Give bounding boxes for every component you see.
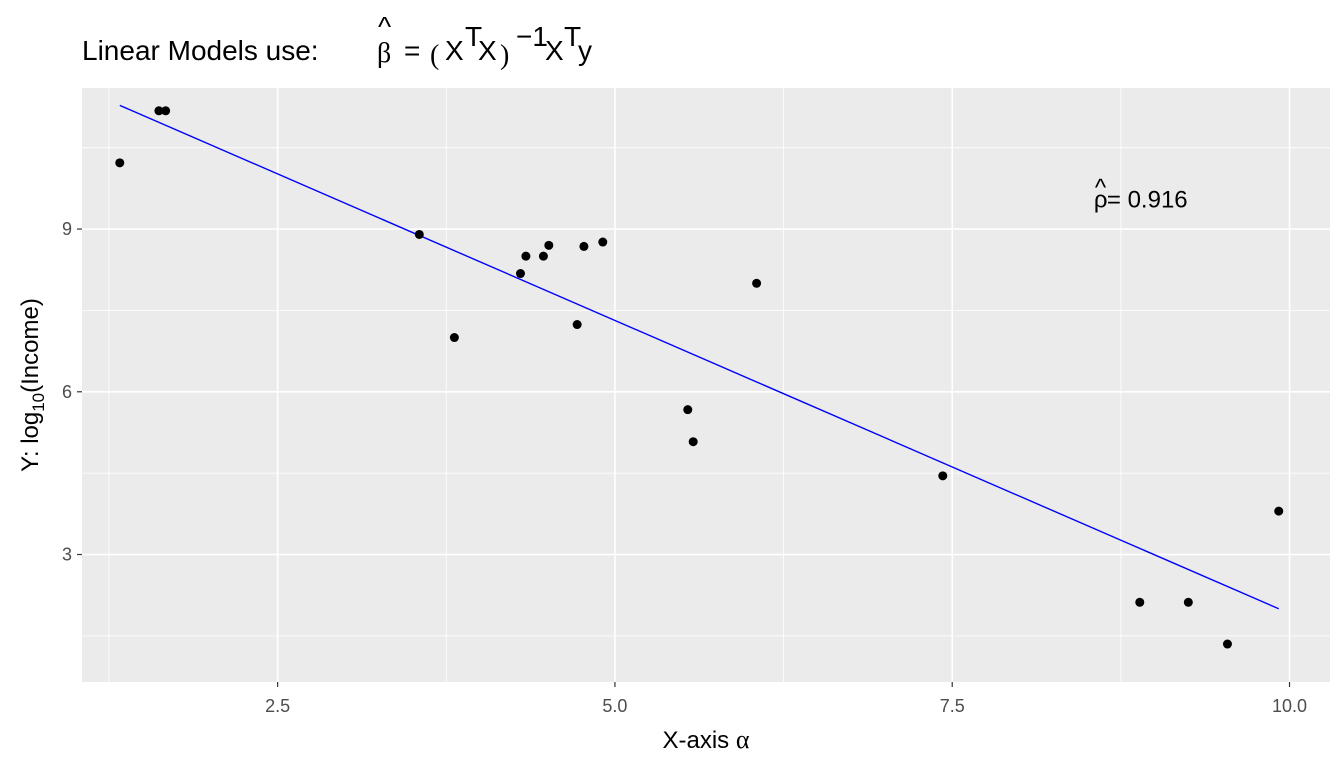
data-point (515, 269, 525, 279)
svg-text:T: T (564, 21, 581, 52)
y-axis-title-suffix: (Income) (17, 298, 44, 393)
svg-text:X: X (445, 35, 464, 66)
data-point (938, 471, 948, 481)
y-tick-label: 9 (62, 219, 72, 239)
svg-text:T: T (465, 21, 482, 52)
svg-text:^: ^ (378, 11, 391, 42)
svg-text:ρ: ρ (1094, 186, 1108, 213)
y-tick-label: 6 (62, 382, 72, 402)
svg-text:−1: −1 (516, 21, 548, 52)
svg-text:X: X (478, 35, 497, 66)
data-point (1274, 506, 1284, 516)
data-point (449, 333, 459, 343)
y-axis-ticks: 3 6 9 (62, 219, 82, 565)
x-tick-label: 10.0 (1272, 696, 1307, 716)
y-axis-title: Y: log10(Income) (17, 298, 48, 472)
svg-text:β: β (377, 38, 391, 69)
annotation-rho: ρ (1094, 186, 1108, 213)
plot-panel (82, 88, 1330, 682)
title-beta-hat: ^ (378, 11, 391, 42)
x-axis-title-text: X-axis (663, 727, 736, 754)
svg-text:= 0.916: = 0.916 (1107, 186, 1188, 213)
data-point (1183, 597, 1193, 607)
data-point (752, 278, 762, 288)
title-prefix: Linear Models use: (82, 35, 319, 66)
svg-text:(: ( (430, 40, 439, 71)
minor-gridlines (82, 88, 1330, 682)
title-minus-one: −1 (516, 21, 548, 52)
x-axis-title: X-axis α (663, 725, 750, 754)
x-axis-title-alpha: α (736, 725, 750, 754)
svg-text:y: y (578, 35, 592, 66)
title-lparen: ( (430, 40, 439, 71)
svg-text:Linear Models use:: Linear Models use: (82, 35, 319, 66)
data-point (572, 320, 582, 330)
chart-title: Linear Models use: β ^ = ( X T X ) −1 X … (82, 11, 592, 71)
y-axis-title-prefix: Y: log (17, 412, 44, 472)
data-point (154, 106, 164, 116)
annotation-value: = 0.916 (1107, 186, 1188, 213)
data-point (683, 405, 693, 415)
data-point (1135, 597, 1145, 607)
title-t1: T (465, 21, 482, 52)
x-tick-label: 7.5 (940, 696, 965, 716)
data-point (579, 241, 589, 251)
svg-text:): ) (500, 40, 509, 71)
major-gridlines (82, 88, 1330, 682)
data-point (521, 251, 531, 261)
title-t2: T (564, 21, 581, 52)
data-point (115, 158, 125, 168)
data-point (544, 240, 554, 250)
x-tick-label: 2.5 (265, 696, 290, 716)
data-point (414, 229, 424, 239)
data-point (1222, 639, 1232, 649)
correlation-annotation: ρ ^ = 0.916 (1094, 174, 1188, 213)
svg-text:=: = (404, 35, 420, 66)
data-point (538, 251, 548, 261)
x-tick-label: 5.0 (602, 696, 627, 716)
title-equals: = (404, 35, 420, 66)
data-point (598, 237, 608, 247)
x-axis-ticks: 2.5 5.0 7.5 10.0 (265, 682, 1307, 716)
svg-text:X: X (545, 35, 564, 66)
title-beta: β (377, 38, 391, 69)
y-axis-title-sub: 10 (29, 393, 48, 412)
data-points (115, 106, 1284, 649)
title-x3: X (545, 35, 564, 66)
y-tick-label: 3 (62, 545, 72, 565)
data-point (161, 106, 171, 116)
title-y: y (578, 35, 592, 66)
regression-line (119, 104, 1280, 610)
annotation-rho-hat: ^ (1095, 174, 1107, 201)
title-rparen: ) (500, 40, 509, 71)
data-point (688, 437, 698, 447)
title-x2: X (478, 35, 497, 66)
svg-text:^: ^ (1095, 174, 1107, 201)
title-x1: X (445, 35, 464, 66)
